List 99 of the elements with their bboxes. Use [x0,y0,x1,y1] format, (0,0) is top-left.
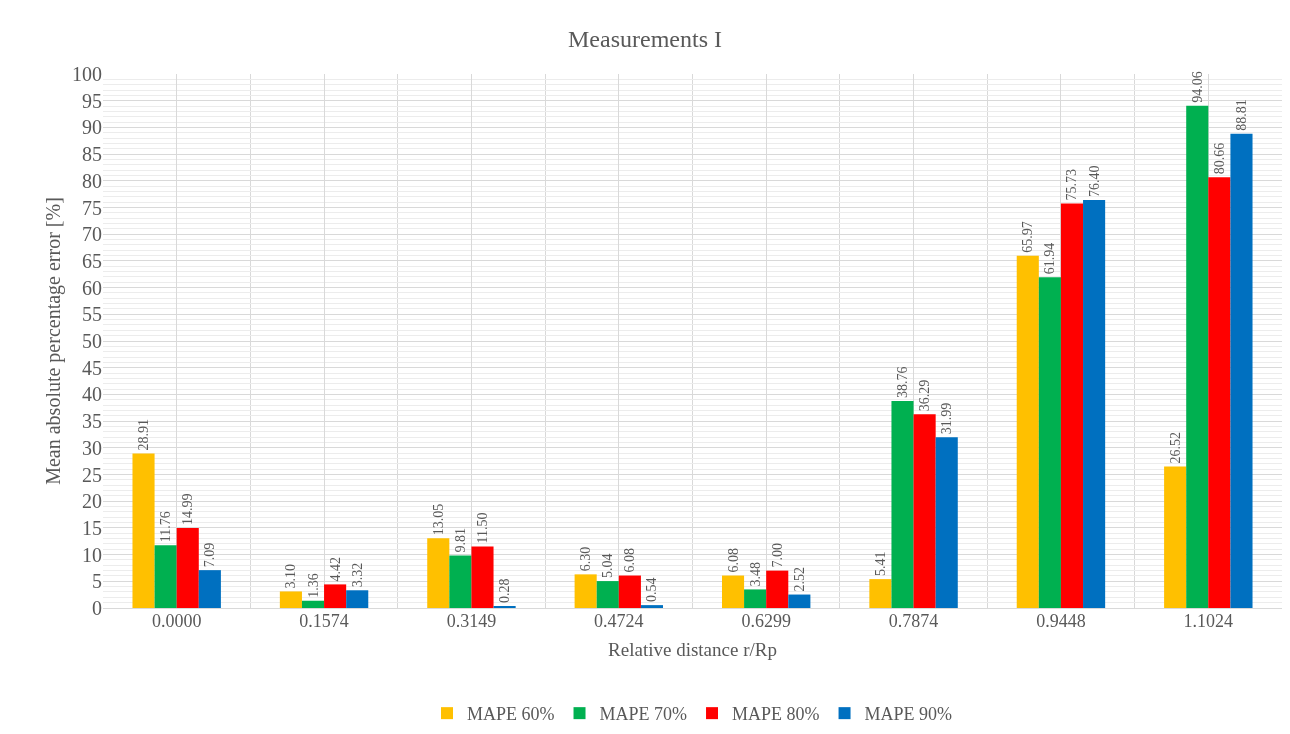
bar [154,545,177,608]
y-tick-label: 15 [82,516,102,539]
y-tick-label: 60 [82,276,102,299]
data-label: 0.54 [644,577,660,603]
y-tick-label: 35 [82,410,102,433]
y-tick-label: 30 [82,436,102,459]
data-label: 11.50 [474,512,490,544]
data-label: 75.73 [1064,169,1080,201]
bar [1208,177,1231,608]
y-tick-label: 50 [82,330,102,352]
data-label: 36.29 [917,379,933,412]
bar [869,579,892,608]
y-tick-label: 0 [92,597,102,619]
y-tick-label: 95 [82,89,102,112]
y-tick-label: 10 [82,543,102,566]
y-tick-label: 90 [82,116,102,139]
x-tick-label: 0.3149 [446,611,497,631]
bar [279,591,302,608]
legend-label: MAPE 80% [732,704,820,725]
bar [618,575,641,608]
bar [346,590,369,608]
y-tick-label: 55 [82,303,102,326]
y-tick-label: 25 [82,463,102,486]
bar [640,605,664,608]
y-tick-label: 100 [72,63,102,85]
bar [1038,277,1061,608]
data-label: 7.09 [202,542,218,568]
data-label: 76.40 [1086,165,1102,198]
bar [935,437,958,608]
bar [1060,203,1084,608]
legend-label: MAPE 70% [599,704,688,725]
bar [1186,105,1209,608]
data-label: 5.04 [600,553,616,579]
y-tick-label: 5 [92,570,102,593]
data-label: 9.81 [452,528,468,553]
x-tick-label: 1.1024 [1183,611,1234,631]
data-label: 13.05 [430,503,446,536]
bar [744,589,767,608]
y-tick-label: 75 [82,196,102,219]
x-tick-label: 0.4724 [594,611,644,631]
y-tick-label: 85 [82,143,102,166]
bar [176,527,199,608]
y-tick-label: 80 [82,169,102,192]
data-label: 94.06 [1189,71,1205,103]
data-label: 4.42 [327,556,343,582]
bar [471,546,494,608]
data-label: 2.52 [791,567,807,592]
bar [596,581,619,608]
x-axis-title: Relative distance r/Rp [608,638,777,660]
data-label: 1.36 [305,573,321,598]
data-label: 3.10 [283,563,299,589]
data-label: 6.08 [725,548,741,573]
legend-label: MAPE 90% [864,704,953,725]
bar [788,594,811,608]
bar [1230,133,1253,608]
bar [301,600,325,608]
data-label: 88.81 [1233,99,1249,131]
data-label: 6.30 [578,546,594,572]
y-tick-label: 65 [82,249,102,272]
x-tick-label: 0.1574 [299,611,349,631]
bar [1083,200,1106,608]
x-tick-label: 0.9448 [1036,611,1086,631]
bar [449,555,472,608]
legend-label: MAPE 60% [467,704,555,725]
data-label: 26.52 [1167,431,1183,464]
x-tick-label: 0.0000 [151,611,202,631]
bar [132,453,155,608]
bar [574,574,597,608]
data-label: 3.48 [747,561,763,587]
bar [913,414,936,608]
bar [766,570,789,608]
data-label: 0.28 [497,578,513,603]
bar [324,584,347,608]
data-label: 7.00 [769,543,785,568]
y-tick-label: 70 [82,223,102,246]
data-label: 61.94 [1042,242,1058,275]
data-label: 5.41 [872,551,888,577]
bar [721,575,745,608]
data-label: 38.76 [895,366,911,399]
data-label: 14.99 [180,493,196,525]
y-axis-title: Mean absolute percentage error [%] [41,197,65,485]
bar [1016,255,1039,608]
data-label: 11.76 [158,511,174,543]
x-tick-label: 0.6299 [741,611,791,631]
data-label: 80.66 [1211,142,1227,175]
chart-title: Measurements I [568,25,722,52]
data-label: 28.91 [136,419,152,451]
data-label: 6.08 [622,548,638,573]
bar [427,538,450,608]
bar [1164,466,1187,608]
y-tick-label: 45 [82,356,102,379]
bar [198,570,221,608]
bar [891,401,914,608]
data-label: 65.97 [1020,221,1036,253]
y-tick-label: 20 [82,490,102,513]
x-tick-label: 0.7874 [888,611,939,631]
data-label: 3.32 [349,562,365,588]
y-tick-label: 40 [82,383,102,406]
data-label: 31.99 [939,402,955,435]
